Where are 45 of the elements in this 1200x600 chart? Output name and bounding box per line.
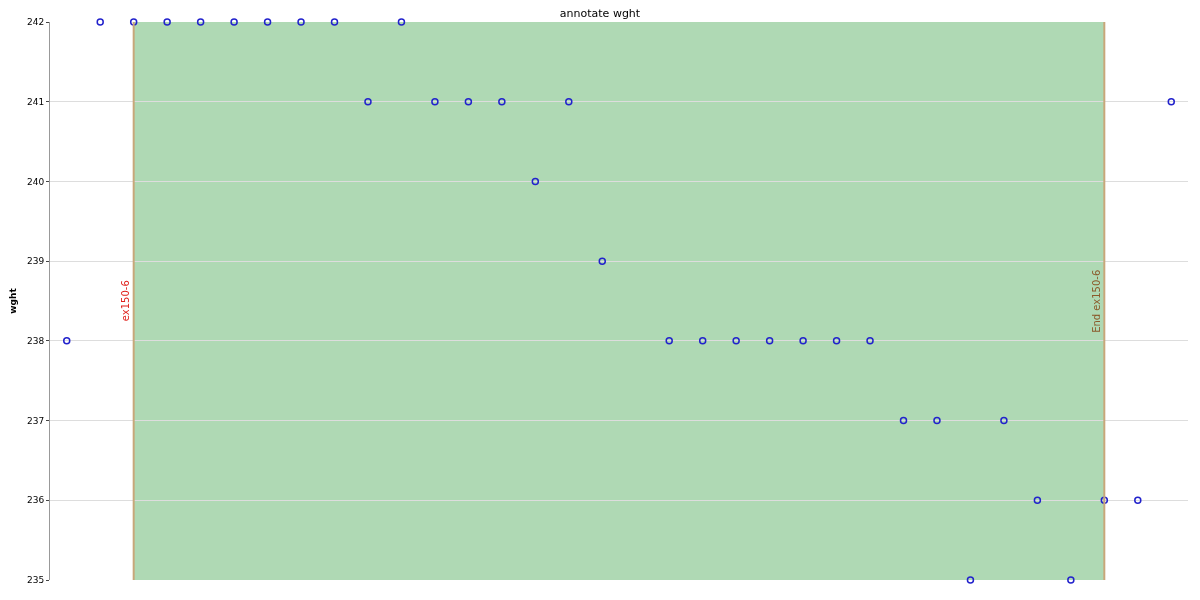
point [96, 18, 104, 26]
point [866, 337, 874, 345]
point [933, 416, 941, 425]
point [1033, 496, 1042, 505]
point [464, 97, 473, 106]
y-tick-label: 241 [27, 96, 45, 107]
point [431, 97, 439, 106]
point [1067, 576, 1075, 584]
point [263, 18, 272, 26]
y-tick-label: 240 [27, 176, 45, 187]
chart-title: annotate wght [559, 6, 641, 20]
y-tick-label: 235 [27, 575, 45, 586]
y-tick-label: 242 [27, 17, 45, 28]
point [1000, 416, 1008, 425]
point [1134, 496, 1142, 505]
point [665, 337, 673, 345]
point [565, 97, 573, 106]
point [832, 337, 841, 345]
point [330, 18, 339, 26]
annotation: ex150-6 [120, 280, 132, 322]
point [129, 18, 138, 26]
point [1167, 97, 1176, 106]
y-tick-label: 236 [27, 495, 45, 506]
point [230, 18, 238, 26]
point [498, 97, 506, 106]
point [196, 18, 205, 26]
point [966, 576, 975, 584]
annotation: End ex150-6 [1090, 269, 1102, 333]
point [297, 18, 305, 26]
point [397, 18, 406, 26]
y-tick-label: 239 [27, 256, 45, 267]
point [1100, 496, 1109, 505]
point [765, 337, 774, 345]
y-tick-label: 238 [27, 336, 45, 347]
point [364, 97, 372, 106]
y-tick-label: 237 [27, 415, 45, 426]
point [698, 337, 707, 345]
point [732, 337, 740, 345]
point [899, 416, 908, 425]
point [598, 257, 607, 265]
point [531, 177, 540, 186]
y-axis-title: wght [8, 287, 19, 314]
point [799, 337, 807, 345]
point [163, 18, 171, 26]
point [62, 337, 71, 345]
